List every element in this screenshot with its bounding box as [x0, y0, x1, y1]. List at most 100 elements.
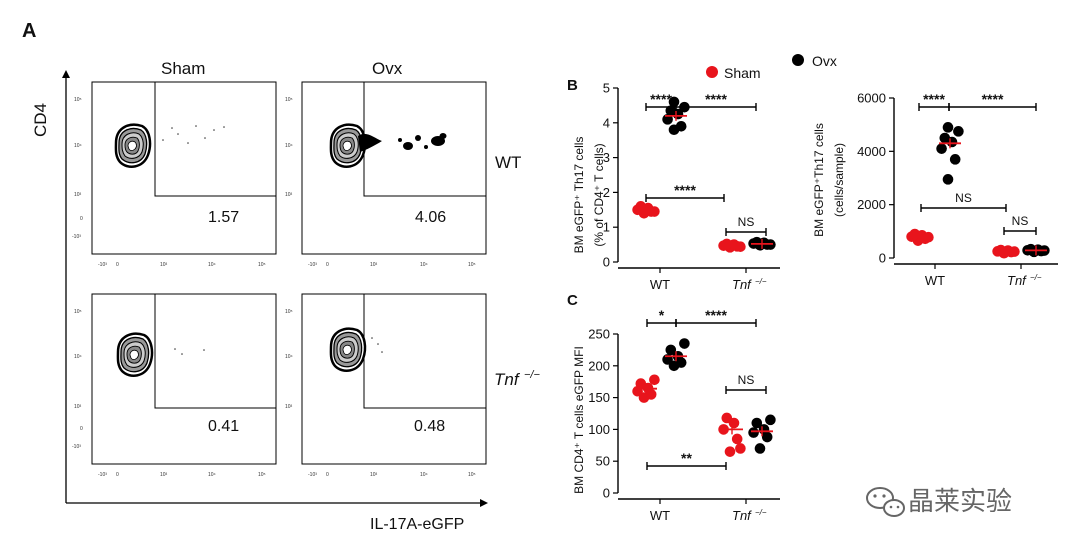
y-tick: 10³ [74, 192, 82, 198]
data-point [942, 122, 954, 133]
gate-percent: 4.06 [415, 209, 446, 226]
data-point [748, 427, 759, 438]
x-category-superscript: −/− [755, 508, 767, 517]
row-label-tnf-superscript: −/− [524, 369, 540, 381]
data-point [724, 446, 736, 457]
panel-c-chart: C 0 50 100 150 200 250 WT Tnf −/− BM CD4⁺ T cells … [567, 292, 780, 523]
x-category-superscript: −/− [755, 277, 767, 286]
y-axis-label: (cells/sample) [832, 143, 846, 217]
y-tick: 0 [80, 426, 83, 432]
row-label-tnf-text: Tnf [494, 370, 521, 389]
significance-label: **** [923, 91, 945, 107]
panel-a-x-axis-label: IL-17A-eGFP [370, 516, 464, 533]
significance-label: **** [650, 91, 672, 107]
x-category-label: Tnf [732, 508, 752, 523]
y-tick-label: 200 [588, 358, 610, 373]
y-tick: -10³ [72, 234, 81, 240]
y-tick-label: 5 [603, 81, 610, 96]
x-tick: 0 [326, 472, 329, 478]
scatter-events [371, 337, 383, 353]
data-point [1025, 243, 1037, 255]
y-tick-label: 150 [588, 390, 610, 405]
col-header-sham: Sham [161, 59, 205, 78]
y-tick: 10⁴ [74, 354, 82, 360]
gate-percent: 0.41 [208, 418, 239, 435]
significance-label: ** [681, 450, 692, 466]
y-tick-label: 6000 [857, 91, 886, 106]
x-tick: 10³ [370, 262, 378, 268]
data-point [942, 174, 954, 185]
x-tick: 10³ [370, 472, 378, 478]
x-category-label: Tnf [1007, 273, 1027, 288]
data-point [751, 417, 763, 429]
panel-a-y-axis-arrow [62, 70, 70, 78]
y-tick-label: 100 [588, 422, 610, 437]
x-tick: 0 [326, 262, 329, 268]
x-tick-labels: -10³ 0 10³ 10⁴ 10⁵ [98, 262, 266, 268]
y-tick-label: 4000 [857, 144, 886, 159]
watermark: 晶莱实验 [866, 487, 1012, 517]
y-axis-label: BM eGFP⁺Th17 cells [812, 123, 826, 237]
y-tick-label: 2 [603, 185, 610, 200]
x-tick: -10³ [98, 472, 107, 478]
significance-label: NS [738, 373, 755, 387]
significance-label: **** [705, 91, 727, 107]
population-tail [358, 133, 382, 152]
y-tick-labels: 10⁵ 10⁴ 10³ [285, 309, 293, 410]
y-tick-label: 0 [879, 251, 886, 266]
significance-label: NS [955, 191, 972, 205]
y-tick: 10⁵ [285, 309, 293, 315]
significance-label: NS [738, 215, 755, 229]
data-point [635, 378, 647, 389]
panel-label: B [567, 77, 578, 94]
panel-label: C [567, 292, 578, 309]
col-header-ovx: Ovx [372, 59, 403, 78]
y-tick: 10⁵ [74, 309, 82, 315]
x-tick: -10³ [308, 262, 317, 268]
data-point [649, 374, 660, 386]
flow-plot-ovx-tnf: 0.48 10⁵ 10⁴ 10³ -10³ 0 10³ 10⁴ 10⁵ [285, 293, 487, 478]
x-tick: -10³ [308, 472, 317, 478]
x-tick: 10⁴ [208, 262, 216, 268]
significance-label: **** [705, 307, 727, 323]
y-axis-label: BM eGFP⁺ Th17 cells [572, 137, 586, 254]
y-tick: 10⁴ [74, 143, 82, 149]
x-tick: -10³ [98, 262, 107, 268]
y-axis-label: (% of CD4⁺ T cells) [592, 143, 606, 246]
x-tick-labels: -10³ 0 10³ 10⁴ 10⁵ [308, 262, 476, 268]
data-point [949, 154, 961, 165]
gate [363, 294, 486, 409]
x-category-label: Tnf [732, 277, 752, 292]
panel-b-right-chart: 0 2000 4000 6000 WT Tnf −/− BM eGFP⁺Th17 cells (… [812, 91, 1058, 288]
y-tick: 10³ [285, 404, 293, 410]
y-tick: 10³ [285, 192, 293, 198]
row-label-wt: WT [495, 153, 521, 172]
data-point [731, 433, 743, 445]
gate [154, 82, 276, 197]
y-tick: 10⁵ [74, 97, 82, 103]
flow-plot-sham-tnf: 0.41 10⁵ 10⁴ 10³ 0 -10³ -10³ 0 10³ 10⁴ 1… [72, 293, 277, 478]
plot-frame [91, 293, 277, 465]
data-point [665, 344, 677, 356]
y-tick-labels: 10⁵ 10⁴ 10³ 0 -10³ [72, 309, 83, 450]
scatter-events [162, 125, 225, 144]
x-tick: 10⁵ [468, 472, 476, 478]
scatter-events [174, 348, 205, 355]
y-tick-label: 0 [603, 255, 610, 270]
y-tick: 0 [80, 216, 83, 222]
data-point [939, 132, 951, 144]
x-tick: 0 [116, 472, 119, 478]
x-tick: 10⁴ [420, 262, 428, 268]
data-point [675, 120, 687, 132]
y-axis-label: BM CD4⁺ T cells eGFP MFI [572, 346, 586, 494]
y-tick-label: 1 [603, 220, 610, 235]
y-tick: 10³ [74, 404, 82, 410]
x-tick-labels: -10³ 0 10³ 10⁴ 10⁵ [98, 472, 266, 478]
legend-label-sham: Sham [724, 65, 761, 81]
data-point [765, 414, 776, 426]
gate [363, 82, 486, 197]
x-tick: 10³ [160, 472, 168, 478]
data-point [754, 443, 766, 454]
wechat-icon [866, 487, 905, 517]
population-contour [114, 123, 152, 168]
